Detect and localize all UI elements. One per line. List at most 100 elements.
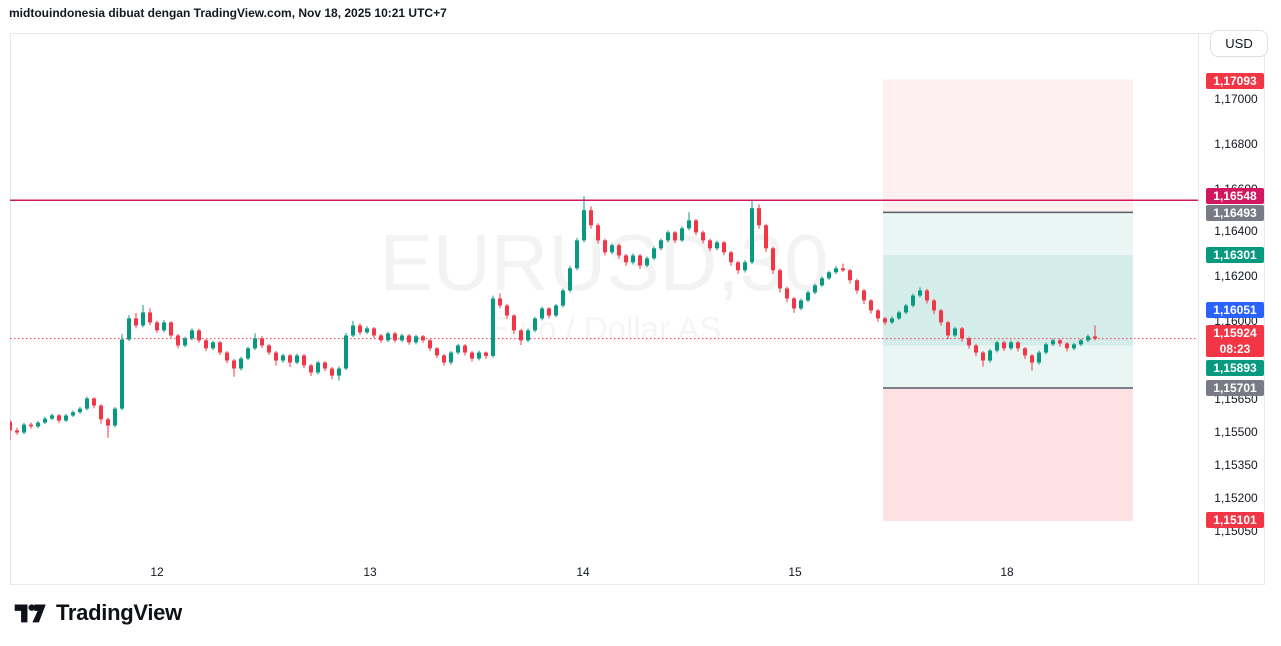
candle-body <box>526 330 530 341</box>
candle-body <box>1086 336 1090 341</box>
candle-body <box>736 262 740 271</box>
candle-body <box>827 272 831 279</box>
candle-body <box>939 310 943 323</box>
candle-body <box>666 232 670 241</box>
candle-body <box>505 305 509 316</box>
candle-body <box>904 305 908 313</box>
chart-attribution: midtouindonesia dibuat dengan TradingVie… <box>9 6 447 20</box>
candle-body <box>407 335 411 343</box>
candle-body <box>764 225 768 249</box>
candle-body <box>463 345 467 353</box>
candle-body <box>498 298 502 306</box>
candle-body <box>967 338 971 346</box>
candle-body <box>456 345 460 353</box>
candle-body <box>680 228 684 241</box>
long-position-stop-zone[interactable] <box>883 388 1133 522</box>
candle-body <box>323 362 327 369</box>
candle-body <box>778 270 782 289</box>
candle-body <box>64 415 68 421</box>
long-entry-badge: 1,15701 <box>1206 380 1264 396</box>
short-position-stop-zone[interactable] <box>883 79 1133 213</box>
currency-toggle-button[interactable]: USD <box>1210 30 1268 57</box>
candle-body <box>183 338 187 346</box>
candle-body <box>274 352 278 361</box>
long-position-target-zone[interactable] <box>883 254 1133 389</box>
price-tick-label: 1,16800 <box>1214 137 1258 151</box>
long-stop-badge: 1,15101 <box>1206 512 1264 528</box>
candle-body <box>554 305 558 316</box>
blue-price-badge: 1,16051 <box>1206 302 1264 318</box>
candle-body <box>575 240 579 269</box>
candle-body <box>715 242 719 249</box>
price-tick-label: 1,15350 <box>1214 458 1258 472</box>
candle-body <box>988 350 992 361</box>
candle-body <box>834 268 838 273</box>
candle-body <box>372 328 376 336</box>
candle-body <box>638 255 642 266</box>
candle-body <box>239 358 243 369</box>
candle-body <box>120 339 124 409</box>
candle-body <box>218 342 222 353</box>
candle-body <box>596 225 600 241</box>
symbol-description-watermark: Euro / Dollar AS <box>487 312 722 345</box>
candle-body <box>757 208 761 226</box>
candle-body <box>694 220 698 233</box>
candle-body <box>862 290 866 301</box>
candle-body <box>1079 340 1083 345</box>
candle-body <box>414 336 418 343</box>
price-axis[interactable]: 1,170001,168001,166001,164001,162001,160… <box>1199 33 1279 585</box>
candle-body <box>708 240 712 249</box>
candle-body <box>911 295 915 306</box>
candle-body <box>743 262 747 271</box>
candle-body <box>442 355 446 363</box>
short-position-target-zone[interactable] <box>883 212 1133 346</box>
price-tick-label: 1,16400 <box>1214 224 1258 238</box>
candle-body <box>1044 344 1048 353</box>
candle-body <box>512 315 516 331</box>
candle-body <box>330 368 334 376</box>
candle-body <box>351 325 355 336</box>
chart-pane-border <box>10 33 1265 585</box>
candle-body <box>547 308 551 316</box>
candle-body <box>309 365 313 373</box>
candle-body <box>897 312 901 319</box>
tradingview-logo[interactable]: TradingView <box>13 600 182 626</box>
candle-body <box>78 408 82 413</box>
candle-body <box>246 348 250 359</box>
candle-body <box>603 240 607 253</box>
short-target-badge: 1,15893 <box>1206 360 1264 376</box>
candle-body <box>953 328 957 336</box>
candle-body <box>288 355 292 363</box>
candle-body <box>617 245 621 256</box>
candle-body <box>932 300 936 311</box>
candle-body <box>190 330 194 339</box>
candle-body <box>785 288 789 299</box>
candle-body <box>687 220 691 229</box>
candle-body <box>1023 348 1027 356</box>
candle-body <box>316 362 320 373</box>
price-tick-label: 1,15200 <box>1214 491 1258 505</box>
candle-body <box>1093 336 1097 339</box>
candle-body <box>589 210 593 226</box>
candle-body <box>428 340 432 349</box>
candle-body <box>169 322 173 336</box>
date-tick-label: 14 <box>576 565 590 579</box>
time-axis[interactable]: 12 13 14 15 18 <box>10 560 1198 585</box>
candle-body <box>29 424 33 427</box>
candle-body <box>813 285 817 293</box>
candle-body <box>344 335 348 369</box>
candle-body <box>533 318 537 331</box>
candle-body <box>1051 340 1055 345</box>
candle-body <box>722 242 726 253</box>
candle-body <box>470 352 474 359</box>
candle-body <box>379 335 383 341</box>
candle-body <box>148 312 152 323</box>
candle-body <box>946 322 950 336</box>
candle-body <box>491 298 495 356</box>
candle-body <box>995 342 999 351</box>
candle-body <box>561 290 565 306</box>
candle-body <box>113 408 117 426</box>
candle-body <box>99 405 103 420</box>
